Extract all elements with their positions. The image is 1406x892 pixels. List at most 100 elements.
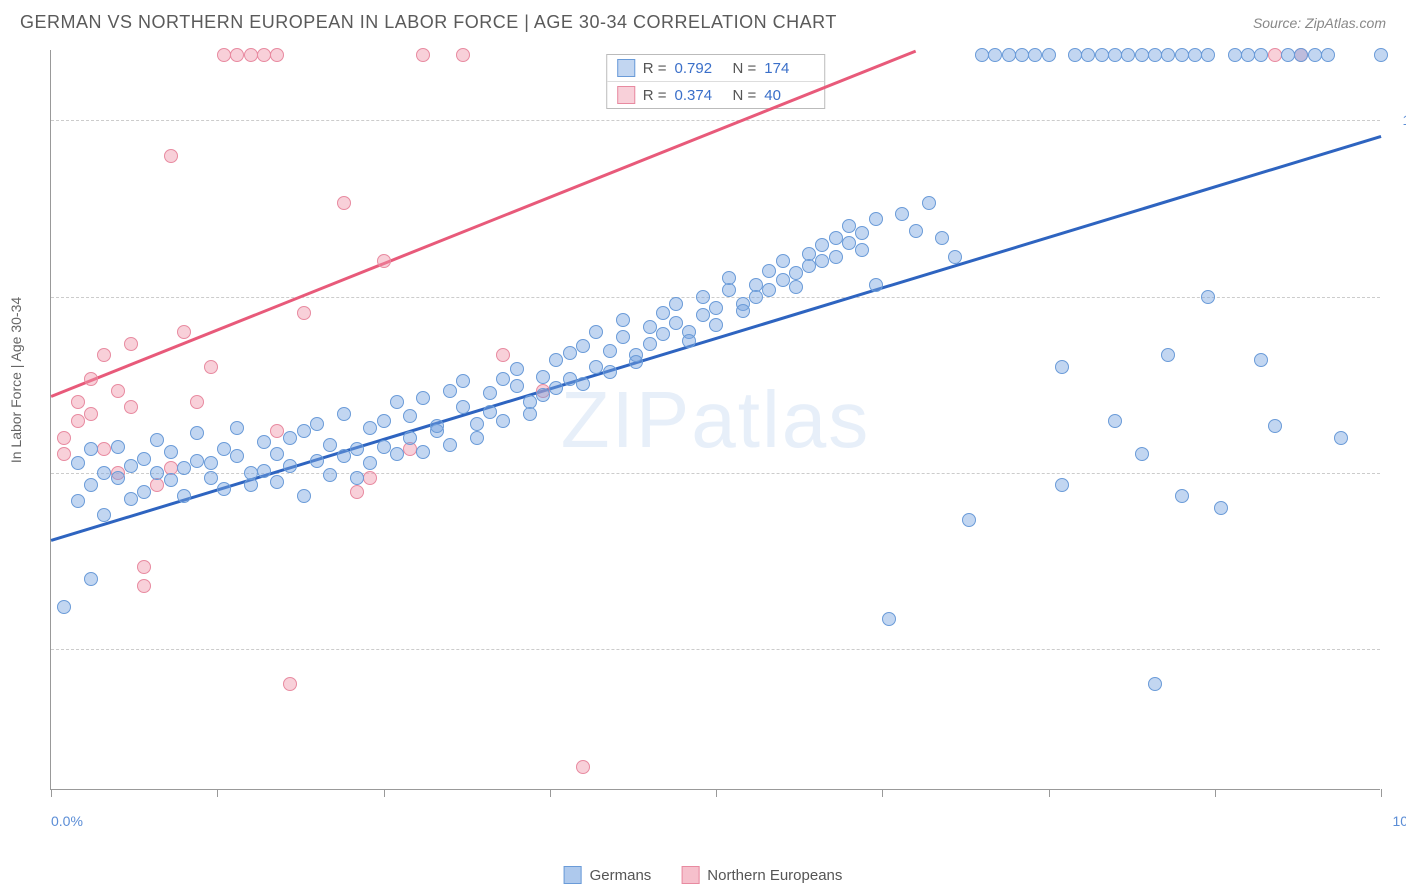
point-germans (84, 442, 98, 456)
point-northern (297, 306, 311, 320)
point-germans (536, 370, 550, 384)
point-germans (150, 466, 164, 480)
point-germans (57, 600, 71, 614)
point-northern (350, 485, 364, 499)
point-germans (975, 48, 989, 62)
n-label: N = (733, 87, 757, 104)
point-germans (1214, 501, 1228, 515)
point-germans (270, 475, 284, 489)
gridline (51, 120, 1380, 121)
point-germans (829, 231, 843, 245)
point-northern (270, 48, 284, 62)
watermark: ZIPatlas (561, 374, 870, 466)
point-germans (1281, 48, 1295, 62)
point-northern (363, 471, 377, 485)
x-label-left: 0.0% (51, 813, 83, 829)
point-germans (669, 316, 683, 330)
y-axis-title: In Labor Force | Age 30-34 (8, 297, 24, 463)
point-germans (283, 459, 297, 473)
x-tick (217, 789, 218, 797)
point-germans (297, 424, 311, 438)
point-germans (1201, 290, 1215, 304)
point-northern (84, 407, 98, 421)
point-northern (283, 677, 297, 691)
point-germans (323, 438, 337, 452)
point-germans (456, 374, 470, 388)
gridline (51, 649, 1380, 650)
r-label: R = (643, 87, 667, 104)
point-germans (363, 421, 377, 435)
point-germans (496, 414, 510, 428)
point-germans (496, 372, 510, 386)
point-northern (1268, 48, 1282, 62)
point-germans (350, 442, 364, 456)
point-germans (709, 318, 723, 332)
point-northern (124, 400, 138, 414)
point-germans (150, 433, 164, 447)
point-northern (137, 560, 151, 574)
point-northern (456, 48, 470, 62)
n-value: 174 (764, 60, 814, 77)
stats-row-northern: R =0.374N =40 (607, 82, 825, 108)
point-germans (762, 283, 776, 297)
point-germans (656, 306, 670, 320)
point-northern (377, 254, 391, 268)
point-germans (190, 426, 204, 440)
r-label: R = (643, 60, 667, 77)
point-germans (217, 482, 231, 496)
point-germans (948, 250, 962, 264)
regression-northern (51, 50, 916, 398)
point-germans (563, 346, 577, 360)
point-germans (1228, 48, 1242, 62)
point-germans (1334, 431, 1348, 445)
point-germans (283, 431, 297, 445)
x-tick (716, 789, 717, 797)
point-germans (1308, 48, 1322, 62)
point-germans (869, 212, 883, 226)
point-germans (682, 334, 696, 348)
point-germans (1002, 48, 1016, 62)
chart-source: Source: ZipAtlas.com (1253, 15, 1386, 31)
point-germans (935, 231, 949, 245)
x-tick (384, 789, 385, 797)
point-germans (1175, 489, 1189, 503)
point-germans (656, 327, 670, 341)
point-germans (470, 431, 484, 445)
point-germans (204, 456, 218, 470)
point-germans (137, 452, 151, 466)
point-germans (589, 360, 603, 374)
point-germans (257, 435, 271, 449)
point-germans (762, 264, 776, 278)
legend-item: Germans (564, 866, 652, 884)
point-germans (1108, 48, 1122, 62)
point-germans (629, 355, 643, 369)
point-germans (1201, 48, 1215, 62)
point-germans (1108, 414, 1122, 428)
point-germans (111, 440, 125, 454)
point-germans (696, 290, 710, 304)
point-germans (111, 471, 125, 485)
point-germans (842, 236, 856, 250)
point-germans (1161, 48, 1175, 62)
point-northern (337, 196, 351, 210)
point-germans (443, 438, 457, 452)
point-germans (1055, 360, 1069, 374)
point-germans (643, 337, 657, 351)
point-germans (416, 445, 430, 459)
point-germans (337, 407, 351, 421)
swatch-germans (617, 59, 635, 77)
point-germans (97, 466, 111, 480)
point-germans (1121, 48, 1135, 62)
legend-label: Germans (590, 867, 652, 884)
point-germans (563, 372, 577, 386)
point-germans (962, 513, 976, 527)
point-germans (164, 473, 178, 487)
point-northern (111, 384, 125, 398)
point-germans (470, 417, 484, 431)
point-germans (244, 478, 258, 492)
point-germans (523, 407, 537, 421)
point-germans (257, 464, 271, 478)
point-germans (1148, 677, 1162, 691)
point-northern (164, 149, 178, 163)
point-germans (390, 447, 404, 461)
